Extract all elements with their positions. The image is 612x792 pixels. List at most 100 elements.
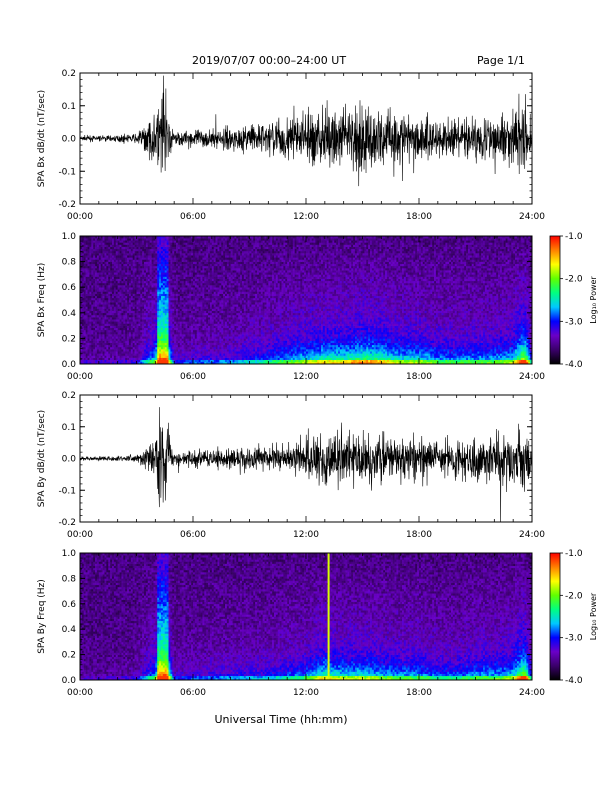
spectrogram-cell [206,358,208,360]
spectrogram-cell [84,270,86,272]
spectrogram-cell [180,311,182,313]
spectrogram-cell [97,351,99,353]
spectrogram-cell [142,343,144,345]
spectrogram-cell [101,268,103,270]
spectrogram-cell [108,277,110,279]
spectrogram-cell [131,313,133,315]
spectrogram-cell [217,353,219,355]
spectrogram-cell [155,353,157,355]
spectrogram-cell [125,358,127,360]
spectrogram-cell [167,311,169,313]
spectrogram-cell [176,300,178,302]
spectrogram-cell [150,287,152,289]
spectrogram-cell [118,332,120,334]
spectrogram-cell [176,249,178,251]
spectrogram-cell [121,264,123,266]
spectrogram-cell [201,281,203,283]
spectrogram-cell [86,291,88,293]
spectrogram-cell [82,309,84,311]
spectrogram-cell [208,315,210,317]
spectrogram-cell [150,259,152,261]
spectrogram-cell [214,338,216,340]
spectrogram-cell [112,251,114,253]
spectrogram-cell [89,291,91,293]
spectrogram-cell [189,309,191,311]
spectrogram-cell [144,283,146,285]
spectrogram-cell [167,240,169,242]
spectrogram-cell [82,242,84,244]
spectrogram-cell [187,353,189,355]
spectrogram-cell [133,355,135,357]
spectrogram-cell [127,285,129,287]
spectrogram-cell [169,279,171,281]
spectrogram-cell [217,242,219,244]
spectrogram-cell [118,268,120,270]
spectrogram-cell [152,285,154,287]
spectrogram-cell [142,274,144,276]
spectrogram-cell [180,321,182,323]
spectrogram-cell [97,343,99,345]
spectrogram-cell [138,300,140,302]
spectrogram-cell [216,289,218,291]
spectrogram-cell [178,341,180,343]
spectrogram-cell [137,294,139,296]
spectrogram-cell [180,338,182,340]
spectrogram-cell [167,251,169,253]
spectrogram-cell [110,242,112,244]
spectrogram-cell [84,360,86,362]
spectrogram-cell [129,268,131,270]
spectrogram-cell [89,289,91,291]
spectrogram-cell [93,247,95,249]
spectrogram-cell [169,330,171,332]
spectrogram-cell [129,238,131,240]
spectrogram-cell [129,345,131,347]
spectrogram-cell [125,323,127,325]
spectrogram-cell [163,347,165,349]
spectrogram-cell [189,291,191,293]
spectrogram-cell [104,283,106,285]
spectrogram-cell [225,251,227,253]
spectrogram-cell [88,281,90,283]
spectrogram-cell [159,291,161,293]
spectrogram-cell [159,326,161,328]
spectrogram-cell [210,247,212,249]
spectrogram-cell [118,328,120,330]
spectrogram-cell [219,289,221,291]
spectrogram-cell [195,249,197,251]
spectrogram-cell [120,240,122,242]
spectrogram-cell [163,323,165,325]
spectrogram-cell [157,240,159,242]
spectrogram-cell [129,294,131,296]
spectrogram-cell [88,330,90,332]
spectrogram-cell [142,341,144,343]
spectrogram-cell [110,281,112,283]
spectrogram-cell [153,323,155,325]
spectrogram-cell [182,300,184,302]
spectrogram-cell [146,328,148,330]
spectrogram-cell [129,330,131,332]
spectrogram-cell [121,360,123,362]
spectrogram-cell [197,306,199,308]
spectrogram-cell [206,328,208,330]
spectrogram-cell [140,255,142,257]
spectrogram-cell [201,309,203,311]
spectrogram-cell [118,343,120,345]
spectrogram-cell [129,334,131,336]
spectrogram-cell [172,279,174,281]
spectrogram-cell [206,343,208,345]
spectrogram-cell [150,289,152,291]
spectrogram-cell [129,270,131,272]
spectrogram-cell [112,253,114,255]
spectrogram-cell [99,242,101,244]
spectrogram-cell [185,343,187,345]
spectrogram-cell [199,247,201,249]
spectrogram-cell [231,347,233,349]
spectrogram-cell [174,355,176,357]
spectrogram-cell [123,251,125,253]
spectrogram-cell [127,317,129,319]
spectrogram-cell [229,259,231,261]
spectrogram-cell [191,274,193,276]
spectrogram-cell [127,349,129,351]
spectrogram-cell [125,296,127,298]
spectrogram-cell [82,341,84,343]
